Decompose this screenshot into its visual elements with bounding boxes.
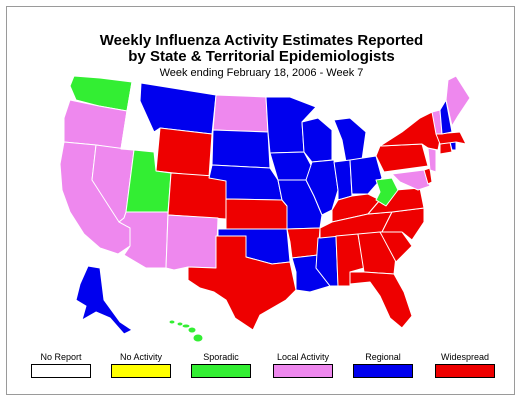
state-ma bbox=[435, 131, 467, 145]
map-title-line2: by State & Territorial Epidemiologists bbox=[128, 48, 395, 65]
state-ak bbox=[75, 265, 133, 335]
state-ny bbox=[379, 111, 441, 151]
legend-swatch bbox=[435, 364, 495, 378]
legend-item-sporadic: Sporadic bbox=[190, 352, 252, 378]
state-ar bbox=[286, 227, 321, 259]
state-fl bbox=[349, 271, 413, 329]
state-sd bbox=[211, 129, 271, 169]
legend-item-local-activity: Local Activity bbox=[272, 352, 334, 378]
state-de bbox=[423, 167, 433, 185]
state-nh bbox=[439, 99, 453, 135]
legend-item-widespread: Widespread bbox=[434, 352, 496, 378]
legend-label: Sporadic bbox=[203, 352, 239, 362]
legend-item-no-report: No Report bbox=[30, 352, 92, 378]
state-me bbox=[445, 75, 471, 127]
legend-label: No Report bbox=[40, 352, 82, 362]
legend-swatch bbox=[111, 364, 171, 378]
legend-label: Local Activity bbox=[276, 352, 330, 362]
state-md bbox=[391, 169, 431, 191]
legend-swatch bbox=[273, 364, 333, 378]
state-oh bbox=[349, 155, 383, 195]
legend-label: No Activity bbox=[119, 352, 162, 362]
legend-swatch bbox=[31, 364, 91, 378]
state-ia bbox=[269, 151, 313, 181]
legend-label: Widespread bbox=[440, 352, 490, 362]
state-wi bbox=[301, 117, 333, 163]
state-pa bbox=[375, 143, 429, 173]
state-tx bbox=[187, 235, 297, 331]
state-hi bbox=[168, 319, 204, 343]
state-wy bbox=[155, 127, 213, 178]
state-nm bbox=[165, 214, 219, 271]
map-title-line1: Weekly Influenza Activity Estimates Repo… bbox=[99, 32, 424, 49]
state-ks bbox=[225, 198, 288, 230]
legend-item-no-activity: No Activity bbox=[110, 352, 172, 378]
state-wv bbox=[375, 177, 399, 207]
legend-swatch bbox=[191, 364, 251, 378]
legend-label: Regional bbox=[365, 352, 401, 362]
map-subtitle: Week ending February 18, 2006 - Week 7 bbox=[159, 67, 364, 79]
legend-swatch bbox=[353, 364, 413, 378]
state-mi bbox=[333, 117, 367, 163]
state-mt bbox=[139, 82, 217, 135]
legend-item-regional: Regional bbox=[352, 352, 414, 378]
state-nd bbox=[212, 94, 269, 133]
